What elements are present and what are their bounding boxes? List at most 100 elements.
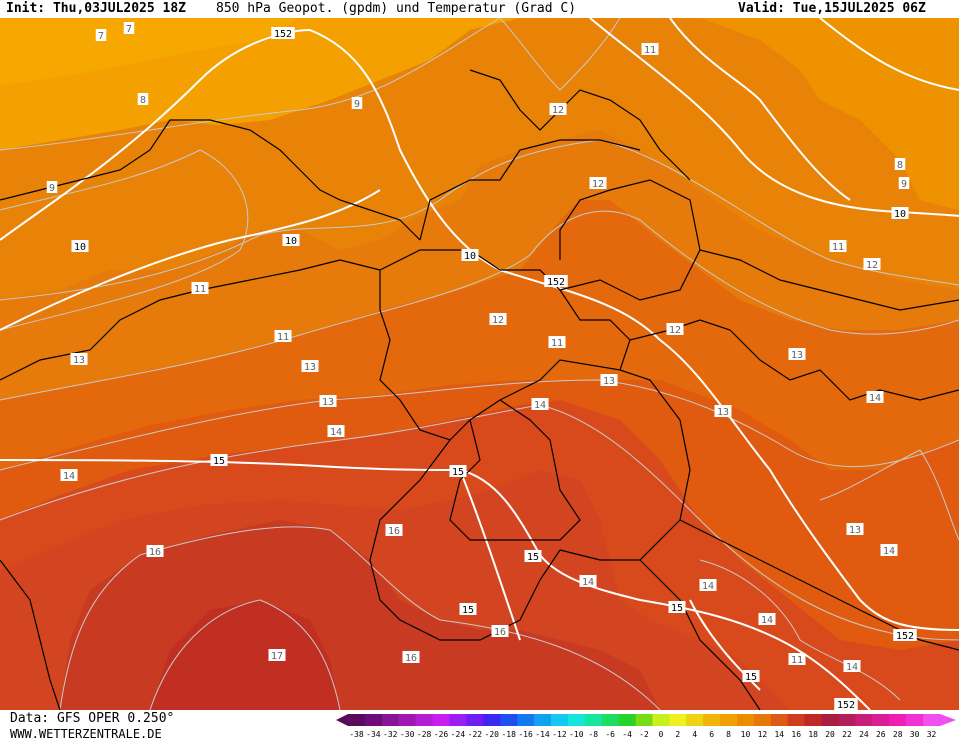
legend-swatch <box>432 714 450 726</box>
legend-swatch <box>703 714 721 726</box>
legend-tick-label: -10 <box>569 730 584 739</box>
svg-text:11: 11 <box>277 332 289 343</box>
legend-tick-label: 20 <box>825 730 835 739</box>
temperature-label: 13 <box>301 360 319 373</box>
temperature-label: 16 <box>491 625 509 638</box>
map-title: 850 hPa Geopot. (gpdm) und Temperatur (G… <box>216 1 577 16</box>
temperature-label: 17 <box>268 649 286 662</box>
legend-tick-label: -32 <box>383 730 398 739</box>
temperature-label: 12 <box>863 258 881 271</box>
legend-swatch <box>855 714 873 726</box>
legend-tick-label: -26 <box>434 730 449 739</box>
temperature-label: 14 <box>866 391 884 404</box>
svg-text:15: 15 <box>527 552 539 563</box>
website-link[interactable]: WWW.WETTERZENTRALE.DE <box>10 727 162 741</box>
temperature-label: 13 <box>319 395 337 408</box>
legend-tick-label: 6 <box>709 730 714 739</box>
svg-text:13: 13 <box>304 362 316 373</box>
legend-swatch <box>449 714 467 726</box>
temperature-label: 16 <box>146 545 164 558</box>
svg-text:14: 14 <box>63 471 75 482</box>
svg-text:12: 12 <box>866 260 878 271</box>
temperature-label: 11 <box>191 282 209 295</box>
temp-band-7 <box>0 18 300 85</box>
legend-swatch <box>483 714 501 726</box>
legend-swatch <box>889 714 907 726</box>
temperature-label: 7 <box>123 22 135 35</box>
legend-swatch <box>770 714 789 726</box>
legend-tick-label: 8 <box>726 730 731 739</box>
svg-text:10: 10 <box>74 242 86 253</box>
svg-text:15: 15 <box>745 672 757 683</box>
temperature-label: 11 <box>829 240 847 253</box>
legend-max-arrow <box>940 714 956 726</box>
svg-text:12: 12 <box>592 179 604 190</box>
svg-text:8: 8 <box>897 160 903 171</box>
temperature-label: 14 <box>880 544 898 557</box>
legend-tick-label: -38 <box>349 730 364 739</box>
svg-text:13: 13 <box>603 376 615 387</box>
legend-tick-label: 12 <box>758 730 768 739</box>
legend-min-arrow <box>336 714 348 726</box>
legend-swatch <box>753 714 772 726</box>
temperature-label: 14 <box>843 660 861 673</box>
legend-tick-label: 10 <box>741 730 751 739</box>
svg-text:14: 14 <box>869 393 881 404</box>
temp-band-8-ne <box>700 18 959 210</box>
temperature-label: 14 <box>758 613 776 626</box>
temperature-label: 14 <box>327 425 345 438</box>
legend-tick-label: -34 <box>366 730 381 739</box>
temperature-label: 16 <box>402 651 420 664</box>
temperature-label: 12 <box>666 323 684 336</box>
temperature-label: 13 <box>846 523 864 536</box>
svg-text:14: 14 <box>883 546 895 557</box>
legend-tick-label: 14 <box>774 730 784 739</box>
legend-swatch <box>550 714 569 726</box>
temperature-label: 7 <box>95 29 107 42</box>
svg-text:14: 14 <box>702 581 714 592</box>
svg-text:9: 9 <box>49 183 55 194</box>
geopotential-label: 152 <box>544 275 568 288</box>
temperature-label: 8 <box>894 158 906 171</box>
svg-text:152: 152 <box>896 631 914 642</box>
temp-band-17 <box>150 600 340 710</box>
legend-tick-label: 32 <box>927 730 937 739</box>
legend-tick-label: -14 <box>535 730 550 739</box>
svg-text:13: 13 <box>73 355 85 366</box>
temperature-label: 16 <box>385 524 403 537</box>
legend-tick-label: -4 <box>622 730 632 739</box>
temperature-label: 9 <box>898 177 910 190</box>
height-label: 10 <box>71 240 89 253</box>
temperature-label: 9 <box>46 181 58 194</box>
height-label: 10 <box>282 234 300 247</box>
legend-swatch <box>838 714 856 726</box>
country-borders <box>0 69 959 710</box>
svg-text:15: 15 <box>452 467 464 478</box>
height-label: 15 <box>668 601 686 614</box>
legend-swatch <box>737 714 755 726</box>
legend-tick-label: 28 <box>893 730 903 739</box>
legend-tick-label: 22 <box>842 730 852 739</box>
geopotential-label: 152 <box>893 629 917 642</box>
svg-text:16: 16 <box>494 627 506 638</box>
temperature-label: 11 <box>548 336 566 349</box>
temperature-label: 11 <box>641 43 659 56</box>
svg-text:152: 152 <box>547 277 565 288</box>
legend-swatch <box>821 714 840 726</box>
temperature-map: 152 152 152 152 10 10 10 10 15 15 15 15 15 15 7 7 8 9 9 8 9 1… <box>0 18 959 710</box>
valid-time: Valid: Tue,15JUL2025 06Z <box>738 1 926 16</box>
temperature-label: 8 <box>137 93 149 106</box>
svg-text:13: 13 <box>717 407 729 418</box>
legend-swatch <box>517 714 535 726</box>
legend-tick-label: 24 <box>859 730 869 739</box>
svg-text:14: 14 <box>330 427 342 438</box>
height-label: 15 <box>210 454 228 467</box>
legend-tick-label: 4 <box>692 730 697 739</box>
legend-swatch <box>923 714 941 726</box>
svg-text:152: 152 <box>274 29 292 40</box>
height-label: 15 <box>524 550 542 563</box>
legend-tick-label: -24 <box>451 730 466 739</box>
svg-text:10: 10 <box>894 209 906 220</box>
legend-swatch <box>601 714 620 726</box>
